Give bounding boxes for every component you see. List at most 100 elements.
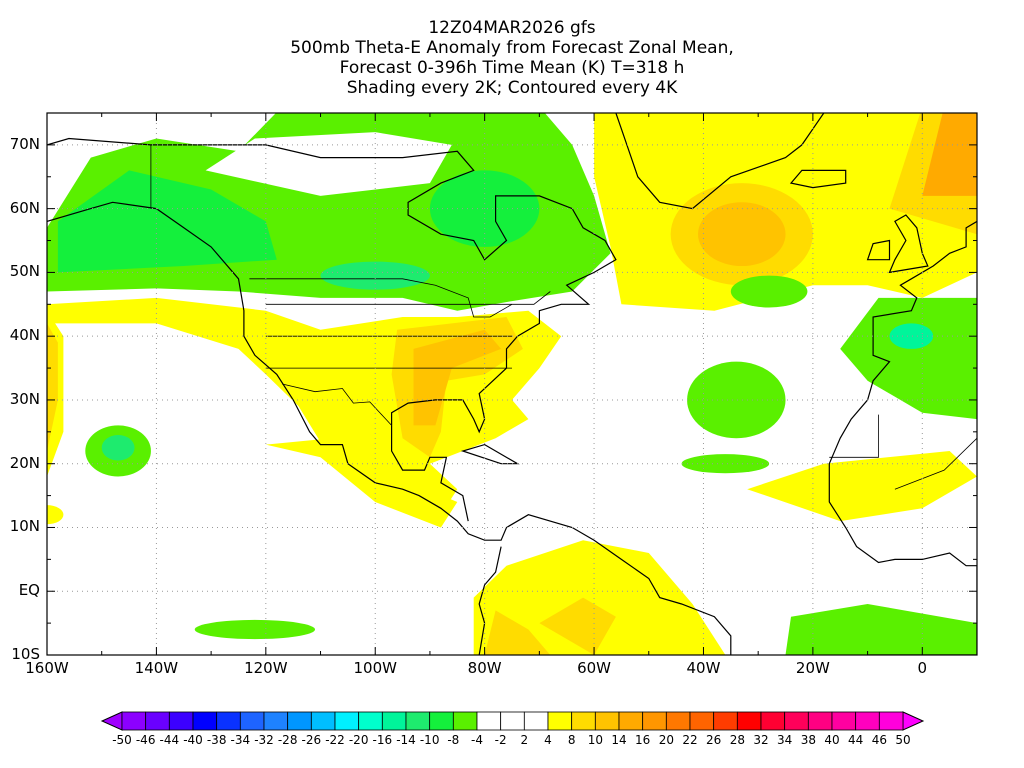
coastline-ireland bbox=[866, 239, 891, 261]
border-us-mexico bbox=[282, 383, 392, 426]
colorbar-swatch bbox=[145, 711, 170, 731]
colorbar-label: -28 bbox=[277, 733, 298, 747]
colorbar-swatch bbox=[760, 711, 786, 731]
colorbar-under-arrow bbox=[100, 711, 123, 731]
anomaly-green-eastpacific bbox=[194, 619, 316, 640]
colorbar-label: 34 bbox=[777, 733, 793, 747]
border-layer bbox=[150, 144, 978, 490]
anomaly-teal-iberia bbox=[889, 323, 934, 349]
colorbar-label: 10 bbox=[587, 733, 603, 747]
colorbar-swatch bbox=[429, 711, 454, 731]
anomaly-green-africa bbox=[840, 297, 977, 420]
colorbar-label: -20 bbox=[348, 733, 369, 747]
coastline-gulf-mexico bbox=[391, 425, 469, 522]
colorbar-swatch bbox=[689, 711, 715, 731]
colorbar-label: 22 bbox=[682, 733, 698, 747]
colorbar-label: -46 bbox=[135, 733, 156, 747]
colorbar-label: 26 bbox=[706, 733, 722, 747]
lon-label: 60W bbox=[577, 659, 612, 677]
anomaly-teal-plains bbox=[320, 261, 430, 290]
lon-label: 40W bbox=[686, 659, 721, 677]
colorbar-swatch bbox=[831, 711, 857, 731]
anomaly-green-tropatlantic bbox=[681, 454, 770, 474]
colorbar-swatch bbox=[381, 711, 407, 731]
colorbar-swatch bbox=[618, 711, 644, 731]
colorbar-label: -22 bbox=[325, 733, 345, 747]
colorbar-label: -2 bbox=[494, 733, 507, 747]
lat-label: 10N bbox=[9, 517, 40, 536]
lat-label: 70N bbox=[9, 134, 40, 153]
anomaly-yellow-central-pacific bbox=[47, 505, 64, 525]
lat-label: 20N bbox=[9, 453, 40, 472]
colorbar-swatch bbox=[476, 711, 502, 731]
colorbar-swatch bbox=[594, 711, 620, 731]
colorbar-swatch bbox=[452, 711, 478, 731]
lat-label: 50N bbox=[9, 262, 40, 281]
colorbar-label: 16 bbox=[635, 733, 651, 747]
colorbar-label: -14 bbox=[396, 733, 416, 747]
anomaly-amber-north-atlantic bbox=[698, 202, 786, 267]
title-line-4: Shading every 2K; Contoured every 4K bbox=[346, 78, 678, 98]
colorbar-swatch bbox=[405, 711, 431, 731]
border-us-canada bbox=[249, 278, 551, 318]
colorbar-label: -44 bbox=[159, 733, 180, 747]
title-line-3: Forecast 0-396h Time Mean (K) T=318 h bbox=[339, 58, 685, 78]
colorbar-over-arrow bbox=[902, 711, 925, 731]
lat-label: 60N bbox=[9, 198, 40, 217]
colorbar-label: 20 bbox=[658, 733, 674, 747]
anomaly-orange-europe bbox=[922, 113, 977, 196]
title-line-1: 12Z04MAR2026 gfs bbox=[428, 18, 596, 38]
anomaly-green-azores bbox=[730, 275, 808, 308]
colorbar-label: -50 bbox=[112, 733, 132, 747]
lat-label: EQ bbox=[18, 581, 40, 600]
lon-label: 80W bbox=[467, 659, 502, 677]
title-line-2: 500mb Theta-E Anomaly from Forecast Zona… bbox=[290, 38, 734, 58]
colorbar-label: -10 bbox=[419, 733, 440, 747]
colorbar-swatch bbox=[358, 711, 383, 731]
coastline-iceland bbox=[789, 169, 847, 189]
colorbar-swatch bbox=[216, 711, 241, 731]
colorbar-label: -4 bbox=[471, 733, 483, 747]
colorbar-label: 2 bbox=[520, 733, 529, 747]
coastline-cuba bbox=[460, 443, 520, 465]
colorbar-swatch bbox=[168, 711, 194, 731]
colorbar-label: -26 bbox=[301, 733, 322, 747]
colorbar-swatch bbox=[665, 711, 691, 731]
colorbar bbox=[100, 711, 925, 731]
lat-label: 10S bbox=[11, 645, 40, 663]
colorbar-label: -32 bbox=[254, 733, 274, 747]
colorbar-swatch bbox=[263, 711, 289, 731]
border-mali-algeria bbox=[894, 437, 978, 490]
lon-label: 20W bbox=[795, 659, 830, 677]
colorbar-swatch bbox=[239, 711, 265, 731]
colorbar-label: 40 bbox=[824, 733, 840, 747]
border-western-sahara bbox=[829, 414, 879, 458]
colorbar-label: 28 bbox=[729, 733, 745, 747]
colorbar-swatch bbox=[523, 711, 549, 731]
colorbar-label: -8 bbox=[447, 733, 460, 747]
lon-label: 0 bbox=[917, 659, 928, 677]
anomaly-gold-westpacific bbox=[47, 323, 58, 451]
anomaly-gold-amazon bbox=[539, 597, 616, 655]
colorbar-label: -34 bbox=[230, 733, 251, 747]
anomaly-teal-pacific bbox=[101, 435, 135, 461]
colorbar-swatch bbox=[500, 711, 525, 731]
colorbar-label: 14 bbox=[611, 733, 627, 747]
anomaly-green-southatlantic bbox=[785, 604, 977, 655]
colorbar-label: 50 bbox=[895, 733, 911, 747]
colorbar-swatch bbox=[807, 711, 833, 731]
coastline-southamerica-west bbox=[478, 546, 502, 655]
colorbar-swatch bbox=[855, 711, 880, 731]
coastline-britain bbox=[888, 214, 929, 274]
colorbar-swatch bbox=[736, 711, 762, 731]
coastline-north-america-east bbox=[47, 137, 617, 434]
colorbar-swatch bbox=[784, 711, 809, 731]
colorbar-swatch bbox=[310, 711, 336, 731]
colorbar-label: 46 bbox=[871, 733, 887, 747]
lon-label: 160W bbox=[25, 659, 69, 677]
anomaly-yellow-mexico-band bbox=[265, 438, 458, 528]
anomaly-gold-southamerica bbox=[484, 610, 551, 655]
coastline-americas-pacific bbox=[47, 201, 732, 655]
lon-label: 140W bbox=[134, 659, 179, 677]
colorbar-label: 4 bbox=[544, 733, 552, 747]
